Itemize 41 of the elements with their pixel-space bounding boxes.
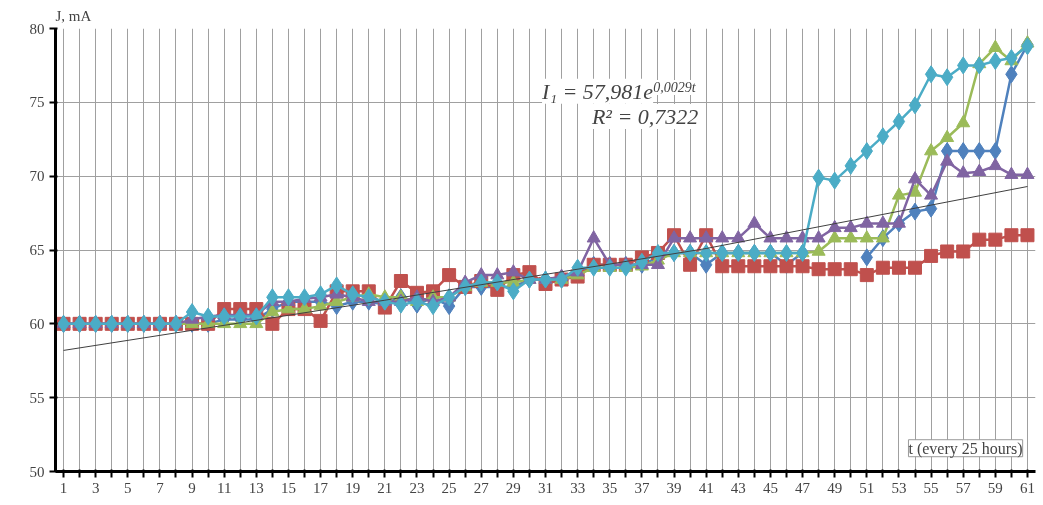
x-tick-label: 47 <box>795 479 811 496</box>
x-tick-label: 17 <box>313 479 329 496</box>
x-tick-label: 45 <box>762 479 778 496</box>
y-tick-label: 70 <box>29 168 45 185</box>
x-axis-title: t (every 25 hours) <box>908 439 1023 458</box>
y-tick-label: 80 <box>29 20 45 37</box>
annotation: R² = 0,7322 <box>590 103 699 129</box>
x-tick-label: 13 <box>248 479 264 496</box>
y-tick-label: 65 <box>29 242 45 258</box>
y-tick-label: 75 <box>29 94 45 111</box>
x-tick-label: 21 <box>377 479 393 496</box>
x-tick-label: 23 <box>409 479 425 496</box>
x-tick-label: 33 <box>570 479 586 496</box>
x-tick-label: 3 <box>91 479 100 496</box>
x-tick-label: 61 <box>1019 479 1035 496</box>
x-tick-label: 25 <box>441 479 457 496</box>
y-axis-title: J, mA <box>55 7 92 24</box>
x-tick-label: 31 <box>538 479 553 496</box>
y-tick-label: 55 <box>29 389 45 406</box>
x-tick-label: 39 <box>666 479 682 496</box>
x-tick-label: 9 <box>188 479 196 496</box>
x-tick-label: 41 <box>698 479 714 496</box>
x-tick-label: 43 <box>730 479 746 496</box>
x-tick-label: 7 <box>156 479 165 496</box>
x-tick-label: 11 <box>216 479 232 496</box>
x-tick-label: 37 <box>634 479 650 496</box>
x-tick-label: 29 <box>505 479 521 496</box>
x-tick-label: 51 <box>859 479 875 496</box>
x-tick-label: 49 <box>827 479 843 496</box>
x-tick-label: 57 <box>955 479 972 496</box>
x-tick-label: 1 <box>59 479 68 496</box>
y-tick-label: 60 <box>29 315 45 332</box>
x-tick-label: 15 <box>280 479 296 496</box>
x-tick-label: 5 <box>124 479 132 496</box>
x-tick-label: 55 <box>923 479 939 496</box>
x-tick-label: 19 <box>345 479 361 496</box>
x-tick-label: 53 <box>891 479 907 496</box>
x-tick-label: 27 <box>473 479 490 496</box>
y-tick-label: 50 <box>29 463 45 480</box>
x-tick-label: 59 <box>987 479 1003 496</box>
x-tick-label: 35 <box>602 479 618 496</box>
